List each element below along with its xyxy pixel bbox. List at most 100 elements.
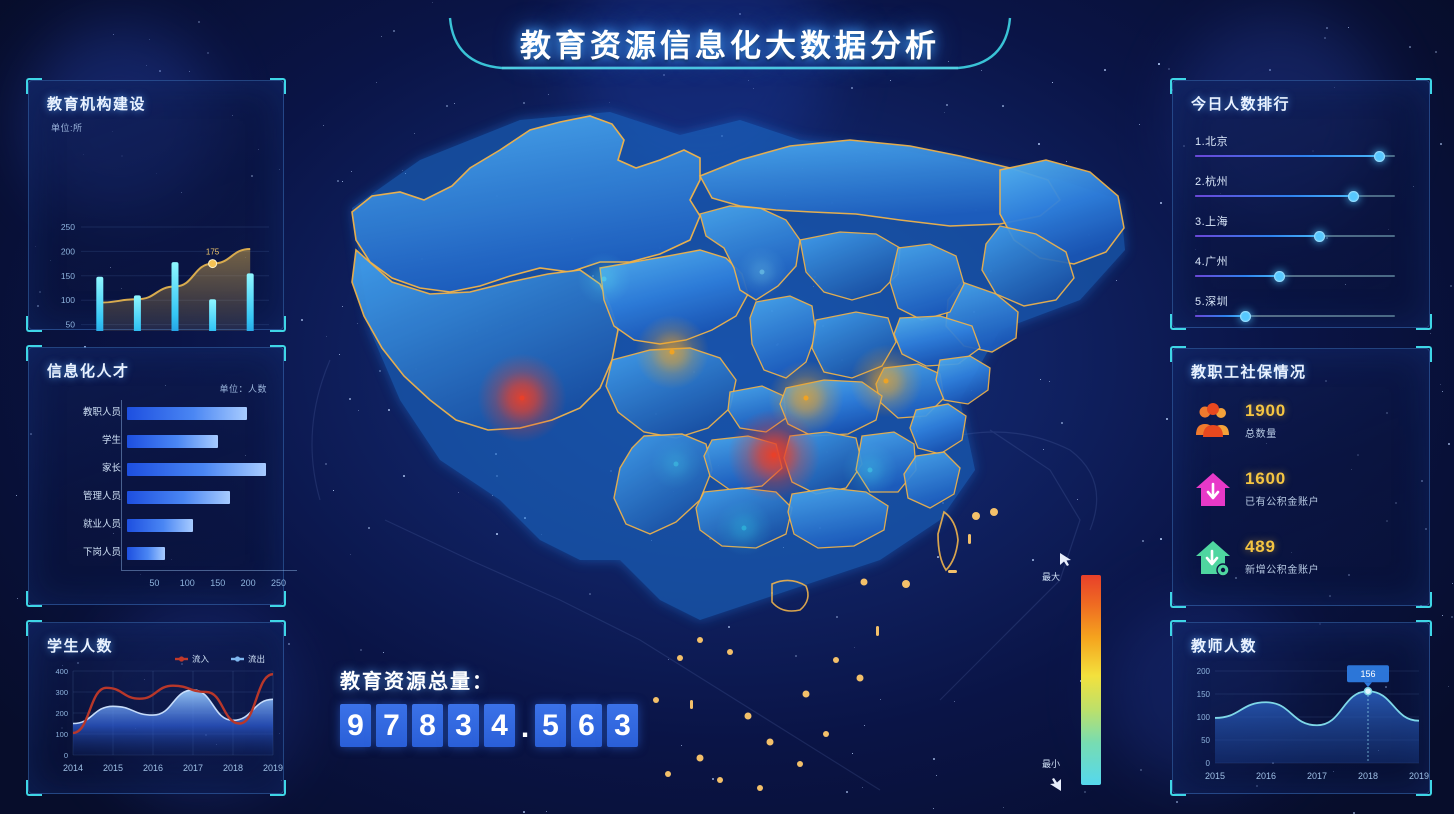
talent-row[interactable]: 下岗人员 bbox=[29, 546, 285, 560]
teachers-highlight-dot[interactable] bbox=[1363, 686, 1373, 696]
slider-knob-icon[interactable] bbox=[1373, 150, 1385, 162]
dashboard-header: 教育资源信息化大数据分析 bbox=[440, 12, 1020, 74]
institution-bar[interactable] bbox=[209, 299, 217, 331]
star-particle bbox=[589, 593, 591, 595]
map-region-guangdong[interactable] bbox=[787, 487, 889, 549]
star-particle bbox=[1348, 27, 1350, 29]
map-region-zhejiang[interactable] bbox=[909, 403, 967, 455]
panel-title-talent: 信息化人才 bbox=[47, 363, 130, 380]
star-particle bbox=[944, 112, 946, 114]
social-stat-desc: 新增公积金账户 bbox=[1245, 565, 1320, 576]
students-y-tick: 400 bbox=[55, 667, 68, 676]
slider-knob-icon[interactable] bbox=[1313, 230, 1325, 242]
slider-knob-icon[interactable] bbox=[1239, 310, 1251, 322]
students-legend-item[interactable]: 流入 bbox=[192, 654, 210, 664]
star-particle bbox=[399, 683, 402, 686]
star-particle bbox=[17, 598, 19, 600]
star-particle bbox=[1435, 51, 1437, 53]
map-south-sea-islands bbox=[653, 508, 998, 791]
ranking-slider-track[interactable] bbox=[1195, 270, 1395, 282]
star-particle bbox=[1440, 384, 1441, 385]
star-particle bbox=[1168, 68, 1171, 71]
map-region-qinghai[interactable] bbox=[599, 249, 749, 345]
talent-row[interactable]: 学生 bbox=[29, 434, 285, 448]
star-particle bbox=[342, 181, 343, 182]
star-particle bbox=[383, 652, 385, 654]
map-color-legend[interactable] bbox=[1081, 575, 1101, 785]
star-particle bbox=[1038, 143, 1040, 145]
ranking-list[interactable]: 1.北京 2.杭州 3.上海 4.广州 5.深圳 bbox=[1173, 81, 1431, 329]
teachers-chart[interactable]: 0 50 100 150 200 156 2015 2016 2017 2018 2019 bbox=[1173, 623, 1431, 795]
social-stat-desc: 已有公积金账户 bbox=[1245, 497, 1320, 508]
star-particle bbox=[432, 2, 434, 4]
map-region-shanxi[interactable] bbox=[799, 231, 901, 301]
star-particle bbox=[1040, 379, 1041, 380]
talent-bar[interactable] bbox=[127, 519, 193, 532]
talent-row[interactable]: 教职人员 bbox=[29, 406, 285, 420]
slider-knob-icon[interactable] bbox=[1273, 270, 1285, 282]
panel-institution-construction: 教育机构建设 单位:所 050100150200250 201520162017… bbox=[26, 78, 286, 332]
star-particle bbox=[851, 87, 854, 90]
star-particle bbox=[496, 533, 498, 535]
map-region-fujian[interactable] bbox=[903, 451, 961, 509]
star-particle bbox=[357, 323, 358, 324]
ranking-slider-track[interactable] bbox=[1195, 190, 1395, 202]
talent-row[interactable]: 家长 bbox=[29, 462, 285, 476]
legend-max-label: 最大 bbox=[1042, 572, 1061, 582]
map-region-jilin[interactable] bbox=[981, 225, 1075, 307]
star-particle bbox=[1061, 422, 1064, 425]
star-particle bbox=[159, 70, 161, 72]
map-region-xinjiang[interactable] bbox=[351, 115, 701, 293]
talent-bar[interactable] bbox=[127, 547, 165, 560]
institution-data-label: 175 bbox=[206, 248, 220, 257]
slider-knob-icon[interactable] bbox=[1347, 190, 1359, 202]
talent-bar[interactable] bbox=[127, 463, 266, 476]
star-particle bbox=[1080, 680, 1082, 682]
star-particle bbox=[936, 775, 938, 777]
legend-min-label: 最小 bbox=[1042, 759, 1061, 769]
talent-bar[interactable] bbox=[127, 435, 219, 448]
teachers-x-tick: 2018 bbox=[1358, 771, 1378, 781]
social-stat-row: 1900 总数量 bbox=[1193, 401, 1413, 449]
students-chart[interactable]: 0 100 200 300 400 2014 2015 2016 2017 2018 2019 流… bbox=[29, 623, 285, 795]
star-particle bbox=[1002, 105, 1004, 107]
star-particle bbox=[862, 787, 864, 789]
star-particle bbox=[358, 410, 360, 412]
map-region-jiangsu[interactable] bbox=[935, 355, 991, 405]
star-particle bbox=[739, 13, 742, 16]
institution-bar[interactable] bbox=[246, 273, 254, 331]
talent-bar[interactable] bbox=[127, 491, 231, 504]
map-region-hebei[interactable] bbox=[889, 243, 965, 321]
students-y-tick: 200 bbox=[55, 709, 68, 718]
students-legend-item[interactable]: 流出 bbox=[248, 654, 265, 664]
ranking-slider-track[interactable] bbox=[1195, 230, 1395, 242]
total-label: 教育资源总量： bbox=[340, 671, 494, 693]
institution-bar[interactable] bbox=[171, 262, 179, 331]
star-particle bbox=[933, 758, 935, 760]
star-particle bbox=[1442, 391, 1444, 393]
talent-row[interactable]: 管理人员 bbox=[29, 490, 285, 504]
institution-bar[interactable] bbox=[133, 295, 141, 331]
talent-category-label: 学生 bbox=[101, 435, 121, 446]
social-stats-list: 1900 总数量 1600 已有公积金账户 489 新增公积金账户 bbox=[1173, 349, 1431, 607]
total-digit: 3 bbox=[448, 704, 479, 747]
star-particle bbox=[748, 80, 749, 81]
talent-row[interactable]: 就业人员 bbox=[29, 518, 285, 532]
institution-bar[interactable] bbox=[96, 276, 104, 331]
ranking-slider-track[interactable] bbox=[1195, 150, 1395, 162]
map-region-taiwan[interactable] bbox=[937, 510, 959, 572]
ranking-item-label: 5.深圳 bbox=[1195, 296, 1229, 308]
star-particle bbox=[113, 34, 114, 35]
star-particle bbox=[1452, 583, 1454, 585]
star-particle bbox=[795, 655, 798, 658]
talent-chart[interactable]: 教职人员 学生 家长 管理人员 就业人员 下岗人员 50 100 150 200 250 bbox=[29, 348, 297, 606]
talent-bar[interactable] bbox=[127, 407, 248, 420]
institution-highlight-dot[interactable] bbox=[208, 259, 218, 269]
map-region-hainan[interactable] bbox=[771, 579, 809, 612]
ranking-slider-track[interactable] bbox=[1195, 310, 1395, 322]
total-digit: 8 bbox=[412, 704, 443, 747]
star-particle bbox=[1043, 449, 1044, 450]
